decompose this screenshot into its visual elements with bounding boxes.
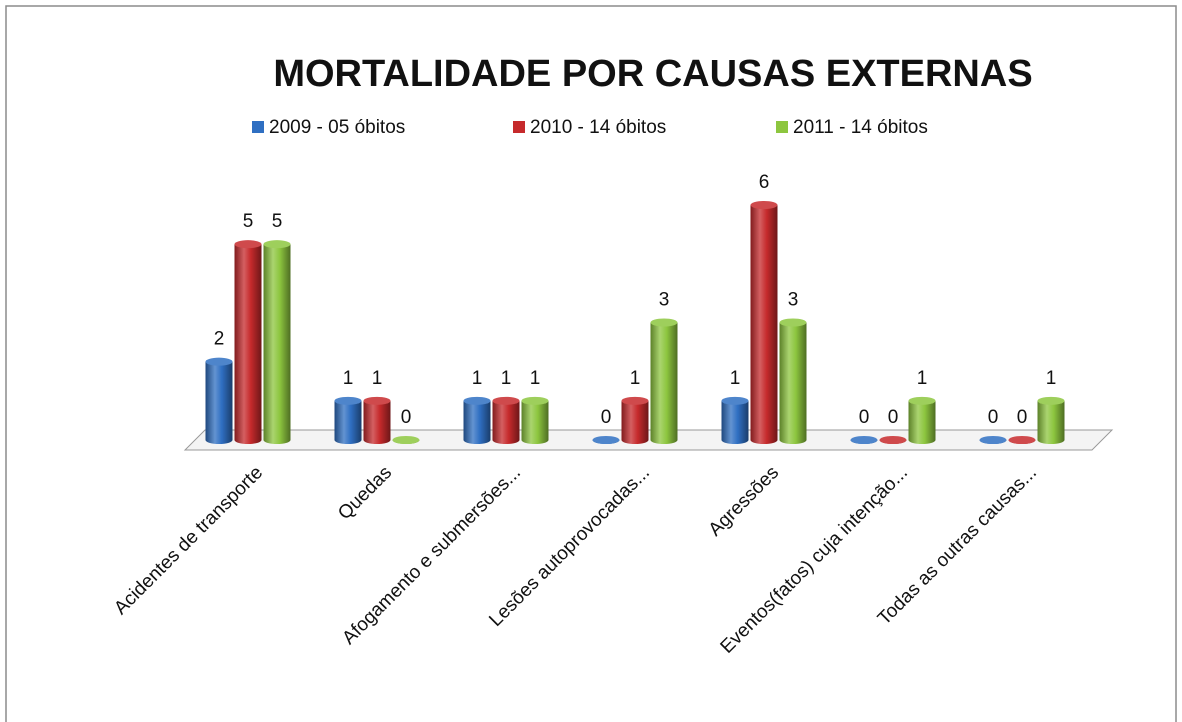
bar	[205, 357, 233, 444]
legend-label: 2009 - 05 óbitos	[269, 117, 405, 138]
cylinder-body	[263, 244, 291, 444]
data-label: 5	[243, 211, 254, 232]
cylinder-body	[521, 400, 549, 444]
bar	[1037, 396, 1065, 444]
legend-label: 2010 - 14 óbitos	[530, 117, 666, 138]
cylinder-top	[621, 396, 649, 405]
cylinder-top	[263, 240, 291, 249]
bar	[779, 318, 807, 444]
cylinder-top	[721, 396, 749, 405]
cylinder-body	[234, 244, 262, 444]
chart-title: MORTALIDADE POR CAUSAS EXTERNAS	[273, 53, 1032, 95]
bar	[463, 396, 491, 444]
data-label: 1	[630, 368, 641, 389]
bar	[334, 396, 362, 444]
data-label: 1	[472, 368, 483, 389]
cylinder-top	[650, 318, 678, 327]
cylinder-top	[592, 436, 620, 444]
data-label: 1	[530, 368, 541, 389]
bar	[850, 436, 878, 444]
cylinder-body	[621, 400, 649, 444]
cylinder-body	[1037, 400, 1065, 444]
chart-frame	[5, 5, 1177, 722]
cylinder-body	[779, 322, 807, 444]
bar	[592, 436, 620, 444]
data-label: 5	[272, 211, 283, 232]
bar	[908, 396, 936, 444]
cylinder-body	[721, 400, 749, 444]
bar	[721, 396, 749, 444]
cylinder-top	[234, 240, 262, 249]
data-label: 3	[788, 290, 799, 311]
cylinder-top	[521, 396, 549, 405]
cylinder-body	[492, 400, 520, 444]
data-label: 0	[988, 407, 999, 428]
cylinder-top	[750, 201, 778, 209]
bar	[521, 396, 549, 444]
data-label: 2	[214, 329, 225, 350]
cylinder-top	[850, 436, 878, 444]
cylinder-top	[1008, 436, 1036, 444]
data-label: 1	[501, 368, 512, 389]
data-label: 6	[759, 172, 770, 193]
cylinder-top	[334, 396, 362, 405]
data-label: 1	[1046, 368, 1057, 389]
cylinder-top	[492, 396, 520, 405]
cylinder-top	[908, 396, 936, 405]
cylinder-top	[205, 357, 233, 366]
bar	[750, 201, 778, 444]
data-label: 1	[917, 368, 928, 389]
data-label: 0	[1017, 407, 1028, 428]
cylinder-body	[750, 205, 778, 444]
cylinder-body	[908, 400, 936, 444]
cylinder-top	[879, 436, 907, 444]
cylinder-top	[979, 436, 1007, 444]
bar	[363, 396, 391, 444]
legend-swatch	[776, 121, 788, 133]
bar	[1008, 436, 1036, 444]
bar	[392, 436, 420, 444]
data-label: 0	[888, 407, 899, 428]
bar	[879, 436, 907, 444]
data-label: 1	[730, 368, 741, 389]
cylinder-top	[392, 436, 420, 444]
cylinder-top	[779, 318, 807, 327]
data-label: 1	[343, 368, 354, 389]
data-label: 0	[859, 407, 870, 428]
cylinder-body	[363, 400, 391, 444]
legend-swatch	[513, 121, 525, 133]
cylinder-body	[463, 400, 491, 444]
bar	[263, 240, 291, 444]
bar	[492, 396, 520, 444]
cylinder-body	[650, 322, 678, 444]
data-label: 3	[659, 290, 670, 311]
data-label: 0	[601, 407, 612, 428]
cylinder-body	[334, 400, 362, 444]
cylinder-top	[363, 396, 391, 405]
cylinder-top	[463, 396, 491, 405]
bar	[650, 318, 678, 444]
legend-label: 2011 - 14 óbitos	[793, 117, 928, 138]
bar	[234, 240, 262, 444]
cylinder-body	[205, 361, 233, 444]
legend-swatch	[252, 121, 264, 133]
bar	[979, 436, 1007, 444]
bar	[621, 396, 649, 444]
data-label: 1	[372, 368, 383, 389]
cylinder-top	[1037, 396, 1065, 405]
data-label: 0	[401, 407, 412, 428]
